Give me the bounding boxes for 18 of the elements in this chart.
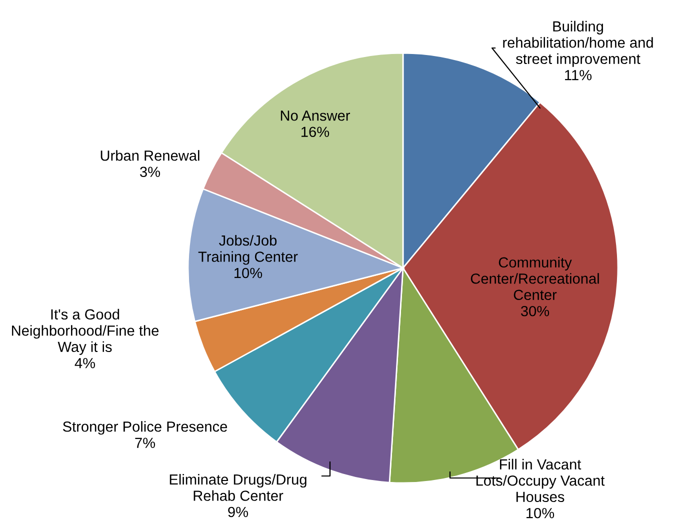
- data-label: 10%: [526, 508, 554, 518]
- slice-label: Eliminate Drugs/Drug Rehab Center: [170, 474, 306, 501]
- data-label: 7%: [135, 438, 156, 448]
- slice-label: Urban Renewal: [100, 150, 200, 161]
- slice-label: It's a Good Neighborhood/Fine the Way it is: [12, 308, 159, 355]
- data-label: 30%: [520, 306, 550, 316]
- data-label: 9%: [228, 506, 248, 518]
- data-label: 3%: [140, 166, 160, 178]
- data-label: 11%: [565, 70, 592, 80]
- slice-label: Fill in Vacant Lots/Occupy Vacant Houses: [476, 458, 605, 502]
- data-label: 10%: [234, 268, 262, 278]
- slice-label: Community Center/Recreational Center: [470, 256, 599, 300]
- slice-label: Jobs/Job Training Center: [198, 234, 298, 265]
- data-label: 16%: [302, 126, 330, 138]
- data-label: 4%: [74, 358, 96, 368]
- slice-label: Building rehabilitation/home and street improvement: [503, 20, 653, 67]
- slice-label: Stronger Police Presence: [62, 421, 228, 435]
- slice-label: No Answer: [280, 110, 350, 121]
